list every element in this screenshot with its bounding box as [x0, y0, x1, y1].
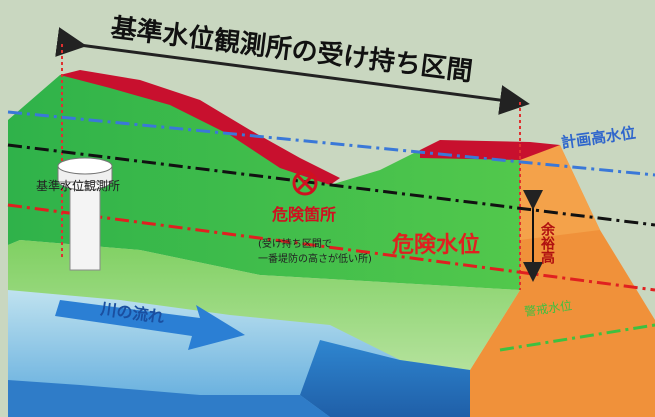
danger-spot-note-2: 一番堤防の高さが低い所): [258, 252, 372, 265]
planned-high-water-line: [7, 110, 655, 177]
reference-line: [7, 143, 655, 227]
gauge-station-tower: [57, 157, 113, 271]
river-flow-arrow-icon: [55, 300, 245, 350]
right-embankment: [470, 145, 655, 417]
levee-crown-right: [420, 140, 560, 160]
levee-body: [8, 75, 520, 290]
danger-water-level-label: 危険水位: [392, 232, 480, 258]
water-front-face: [8, 380, 330, 417]
freeboard-label: 余裕高: [539, 221, 556, 265]
danger-water-level-line: [7, 203, 655, 292]
gauge-station-label: 基準水位観測所: [36, 178, 120, 193]
danger-spot-note-1: (受け持ち区間で: [258, 237, 332, 250]
danger-spot-label: 危険箇所: [272, 205, 336, 224]
span-arrow: [55, 27, 530, 115]
danger-spot-icon: [292, 170, 318, 196]
flood-alert-label: 警戒水位: [523, 297, 573, 319]
levee-slope: [8, 240, 520, 380]
levee-crown-left: [60, 70, 340, 185]
water-cut-face: [300, 340, 470, 417]
